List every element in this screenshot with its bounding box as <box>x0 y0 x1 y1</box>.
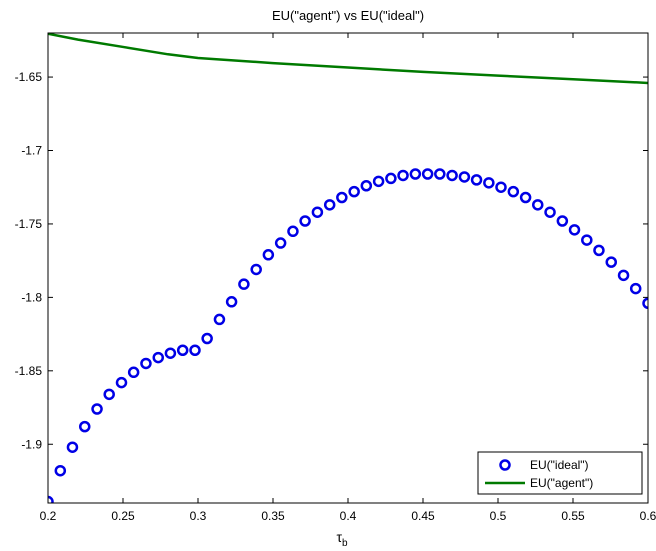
data-point-ideal <box>189 344 201 356</box>
data-point-ideal <box>544 206 556 218</box>
series-layer <box>48 33 648 503</box>
data-point-ideal <box>299 215 311 227</box>
x-tick-label: 0.55 <box>561 509 585 523</box>
series-line-agent <box>48 33 648 85</box>
ticks-layer: 0.2 0.25 0.3 0.35 0.4 0.45 0.5 0.55 0.6 -1.9 -1.85… <box>15 33 656 523</box>
plot-area: 0.2 0.25 0.3 0.35 0.4 0.45 0.5 0.55 0.6 -1.9 -1.85… <box>15 32 656 523</box>
data-point-ideal <box>385 172 397 185</box>
data-point-ideal <box>176 344 189 356</box>
chart-title: EU("agent") vs EU("ideal") <box>272 8 424 23</box>
data-point-ideal <box>48 495 54 503</box>
x-axis-label: τb <box>336 529 348 549</box>
data-point-ideal <box>483 177 495 189</box>
data-point-ideal <box>164 347 177 359</box>
data-point-ideal <box>274 237 287 249</box>
y-tick-label: -1.75 <box>15 217 43 231</box>
data-point-ideal <box>593 244 605 257</box>
data-point-ideal <box>556 215 569 227</box>
data-point-ideal <box>262 249 275 261</box>
data-point-ideal <box>519 191 532 204</box>
x-tick-label: 0.5 <box>490 509 507 523</box>
data-point-ideal <box>79 420 91 433</box>
x-tick-label: 0.45 <box>411 509 435 523</box>
data-point-ideal <box>495 181 507 193</box>
y-tick-label: -1.65 <box>15 70 43 84</box>
x-axis-label-symbol: τ <box>336 529 342 545</box>
data-point-ideal <box>287 225 299 238</box>
x-tick-label: 0.6 <box>640 509 656 523</box>
data-point-ideal <box>140 357 152 370</box>
data-point-ideal <box>617 269 630 282</box>
data-point-ideal <box>323 199 336 211</box>
x-axis-label-subscript: b <box>342 538 348 549</box>
data-point-ideal <box>434 168 446 180</box>
data-point-ideal <box>250 263 262 276</box>
legend-label-agent: EU("agent") <box>530 476 593 490</box>
data-point-ideal <box>225 296 238 308</box>
x-tick-label: 0.4 <box>340 509 357 523</box>
data-point-ideal <box>115 376 128 389</box>
legend: EU("ideal") EU("agent") <box>477 451 643 495</box>
y-tick-label: -1.9 <box>21 437 42 451</box>
data-point-ideal <box>642 297 648 309</box>
data-point-ideal <box>605 256 617 268</box>
data-point-ideal <box>348 185 360 198</box>
x-tick-label: 0.3 <box>190 509 207 523</box>
data-point-ideal <box>372 175 385 188</box>
data-point-ideal <box>91 403 103 415</box>
data-point-ideal <box>409 168 422 180</box>
data-point-ideal <box>152 351 164 364</box>
x-tick-label: 0.35 <box>261 509 285 523</box>
data-point-ideal <box>568 224 581 236</box>
data-point-ideal <box>201 332 213 345</box>
data-point-ideal <box>127 366 140 379</box>
data-point-ideal <box>421 168 434 180</box>
data-point-ideal <box>238 278 250 290</box>
data-point-ideal <box>213 313 226 326</box>
data-point-ideal <box>507 185 520 198</box>
legend-label-ideal: EU("ideal") <box>530 458 589 472</box>
x-tick-label: 0.25 <box>111 509 135 523</box>
legend-marker-ideal <box>499 459 511 471</box>
data-point-ideal <box>458 171 471 183</box>
data-point-ideal <box>581 234 593 246</box>
data-point-ideal <box>470 174 483 186</box>
data-point-ideal <box>336 191 348 204</box>
data-point-ideal <box>66 441 79 453</box>
y-tick-label: -1.85 <box>15 364 43 378</box>
data-point-ideal <box>54 464 67 477</box>
legend-box <box>477 451 643 495</box>
x-tick-label: 0.2 <box>40 509 57 523</box>
data-point-ideal <box>311 206 324 218</box>
y-tick-label: -1.7 <box>21 144 42 158</box>
data-point-ideal <box>532 199 544 211</box>
data-point-ideal <box>446 169 458 182</box>
y-tick-label: -1.8 <box>21 290 42 304</box>
data-point-ideal <box>360 180 373 192</box>
data-point-ideal <box>103 388 115 401</box>
data-point-ideal <box>397 169 409 182</box>
data-point-ideal <box>629 282 642 295</box>
